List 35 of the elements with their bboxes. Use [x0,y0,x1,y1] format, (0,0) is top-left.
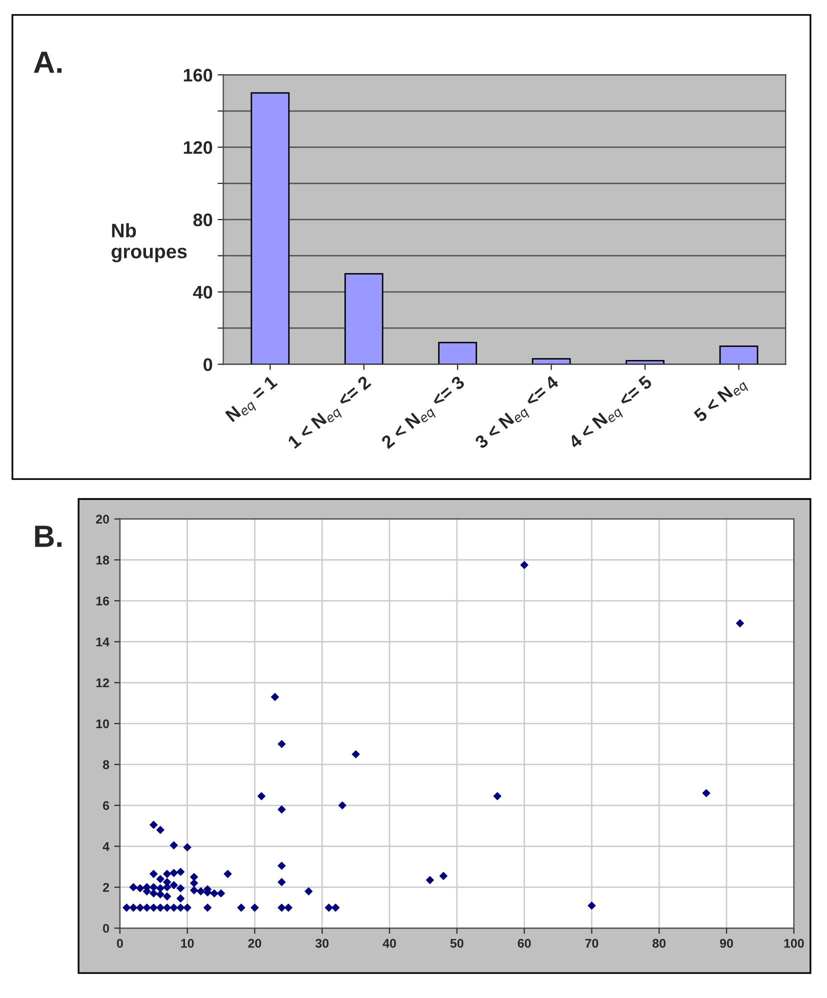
x-tick-label: 70 [585,938,598,948]
y-tick-label: 40 [193,286,212,299]
x-tick-label: 90 [720,938,733,948]
x-tick-label: 4 < N$_{eq}$ <= 5 [568,375,656,454]
y-tick-label: 160 [184,68,212,82]
x-tick-label: 1 < N$_{eq}$ <= 2 [287,375,376,453]
y-tick-label: 16 [96,596,110,606]
x-tick-label: 0 [116,938,123,948]
y-tick-label: 20 [96,514,109,524]
y-tick-label: 6 [103,801,110,810]
y-tick-label: 10 [96,719,109,728]
x-tick-label: N$_{eq}$ = 1 [225,375,282,426]
y-tick-label: 120 [184,141,212,154]
text: A. [34,52,62,73]
y-tick-label: 18 [96,556,110,565]
x-tick-label: 2 < N$_{eq}$ <= 3 [380,375,469,454]
y-tick-label: 80 [193,213,212,226]
x-tick-label: 50 [450,938,464,948]
text: B. [35,526,62,547]
y-tick-label: 2 [102,883,109,892]
x-tick-label: 40 [382,938,396,948]
y-tick-label: 14 [96,638,110,646]
x-tick-label: 20 [248,938,262,948]
x-tick-label: 5 < N$_{eq}$ [693,375,750,427]
y-tick-label: 0 [204,358,212,371]
y-axis-title: Nb groupes [112,223,187,262]
x-tick-label: 30 [315,938,329,948]
y-tick-label: 0 [103,924,109,933]
x-tick-label: 60 [518,938,531,948]
y-tick-label: 4 [102,842,110,851]
x-tick-label: 80 [652,938,666,948]
x-tick-label: 3 < N$_{eq}$ <= 4 [474,374,563,454]
y-tick-label: 8 [102,760,110,770]
y-tick-label: 12 [96,678,109,688]
x-tick-label: 100 [784,938,804,948]
